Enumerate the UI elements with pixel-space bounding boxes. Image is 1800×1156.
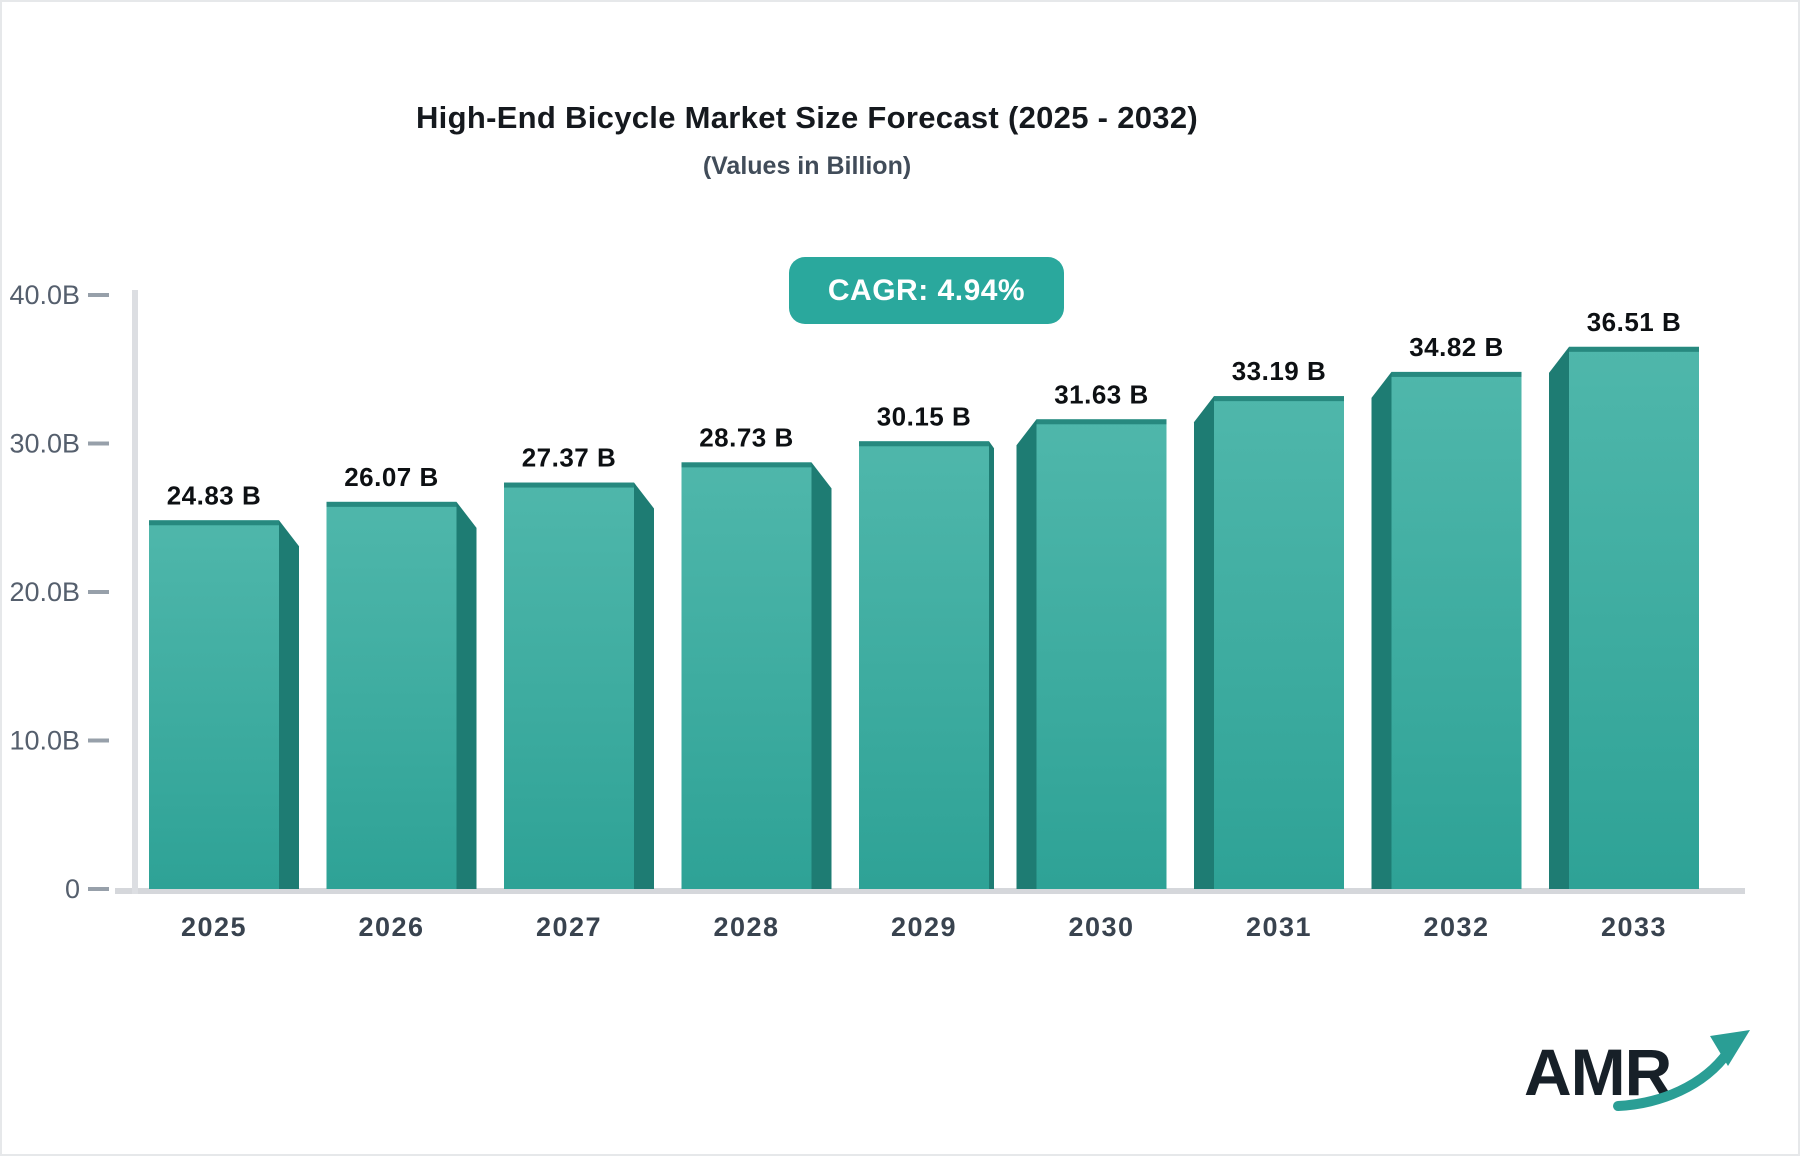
chart-title: High-End Bicycle Market Size Forecast (2… — [416, 100, 1198, 135]
x-tick-label-2026: 2026 — [358, 912, 424, 942]
bar-top-edge-2026 — [326, 501, 457, 507]
x-tick-label-2029: 2029 — [891, 912, 957, 942]
y-tick-mark — [88, 293, 109, 297]
bar-side-2029 — [989, 441, 994, 889]
amr-logo: AMR — [1524, 1024, 1764, 1124]
bar-value-label-2031: 33.19 B — [1232, 356, 1327, 386]
bar-side-2033 — [1549, 346, 1569, 889]
amr-logo-arrow-icon — [1613, 1030, 1750, 1111]
y-axis-line — [132, 290, 138, 894]
bar-top-edge-2028 — [681, 462, 812, 468]
y-tick-label: 30.0B — [9, 429, 80, 459]
x-tick-label-2025: 2025 — [181, 912, 247, 942]
y-tick-mark — [88, 738, 109, 743]
bar-top-edge-2033 — [1569, 346, 1699, 352]
bar-2030 — [1036, 419, 1167, 889]
cagr-badge-label: CAGR: 4.94% — [827, 273, 1026, 307]
bar-top-edge-2032 — [1391, 371, 1522, 377]
bar-top-edge-2029 — [859, 441, 989, 447]
y-tick-mark — [88, 441, 109, 446]
bar-top-edge-2030 — [1036, 419, 1167, 425]
y-tick-mark — [88, 590, 109, 594]
bar-value-label-2028: 28.73 B — [699, 422, 794, 452]
bar-value-label-2030: 31.63 B — [1054, 379, 1149, 409]
bar-side-2027 — [634, 482, 654, 889]
x-tick-label-2030: 2030 — [1068, 912, 1134, 942]
x-axis-line — [115, 888, 1745, 894]
amr-logo-text: AMR — [1524, 1035, 1672, 1109]
bar-side-2028 — [811, 462, 832, 889]
bar-value-label-2026: 26.07 B — [344, 462, 439, 492]
cagr-badge: CAGR: 4.94% — [789, 257, 1064, 324]
y-tick-label: 0 — [65, 874, 80, 904]
x-tick-label-2033: 2033 — [1601, 912, 1667, 942]
y-tick-label: 20.0B — [9, 577, 80, 607]
bar-2025 — [149, 520, 279, 889]
bar-top-edge-2025 — [149, 520, 279, 526]
bar-value-label-2025: 24.83 B — [167, 480, 262, 510]
bar-side-2030 — [1016, 419, 1037, 889]
y-tick-label: 10.0B — [9, 726, 80, 756]
chart-subtitle: (Values in Billion) — [702, 152, 912, 180]
bar-2033 — [1569, 346, 1699, 889]
y-tick-mark — [88, 887, 109, 891]
bar-side-2031 — [1194, 396, 1214, 889]
x-tick-label-2031: 2031 — [1246, 912, 1312, 942]
bar-2028 — [681, 462, 812, 889]
x-tick-label-2032: 2032 — [1423, 912, 1489, 942]
bar-2027 — [504, 482, 634, 889]
bar-top-edge-2027 — [504, 482, 634, 488]
bar-2031 — [1214, 396, 1344, 889]
x-tick-label-2028: 2028 — [713, 912, 779, 942]
bar-side-2026 — [456, 501, 477, 889]
bar-top-edge-2031 — [1214, 396, 1344, 402]
bar-value-label-2032: 34.82 B — [1409, 332, 1504, 362]
bar-2029 — [859, 441, 989, 889]
x-tick-label-2027: 2027 — [536, 912, 602, 942]
bar-value-label-2029: 30.15 B — [877, 401, 972, 431]
bar-side-2025 — [279, 520, 299, 889]
bar-value-label-2033: 36.51 B — [1587, 307, 1682, 337]
bar-2032 — [1391, 371, 1522, 890]
bar-side-2032 — [1371, 371, 1392, 890]
bar-2026 — [326, 501, 457, 889]
bar-value-label-2027: 27.37 B — [522, 443, 617, 473]
y-tick-label: 40.0B — [9, 280, 80, 310]
